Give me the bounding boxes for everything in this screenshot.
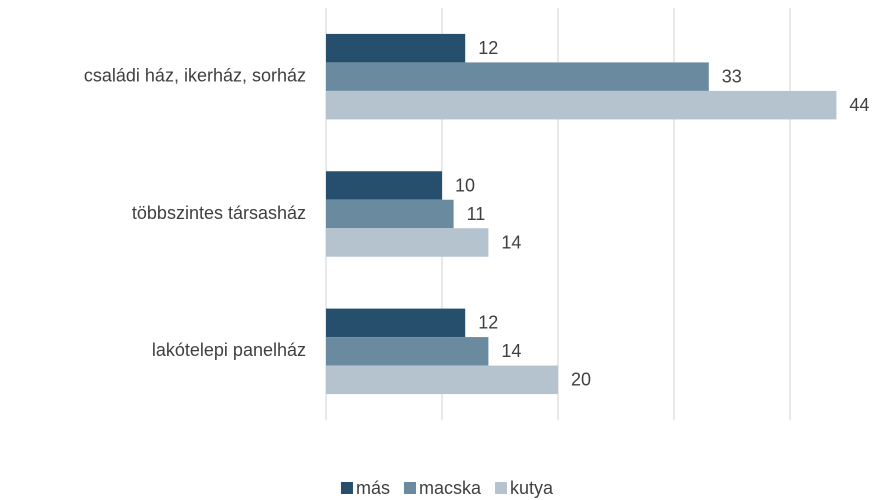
legend-label: kutya — [510, 478, 554, 498]
legend-item: macska — [403, 478, 482, 498]
y-tick-label: többszintes társasház — [132, 203, 306, 223]
data-label: 12 — [478, 313, 498, 333]
legend-label: más — [356, 478, 390, 498]
data-label: 33 — [722, 66, 742, 86]
bar — [326, 171, 442, 200]
legend-swatch — [403, 482, 416, 494]
legend-swatch — [495, 482, 507, 494]
bar — [326, 337, 489, 366]
y-tick-label: családi ház, ikerház, sorház — [84, 65, 306, 85]
bar — [326, 308, 466, 338]
bar — [326, 199, 454, 229]
bar — [326, 365, 558, 395]
legend-label: macska — [419, 478, 482, 498]
bar — [326, 33, 466, 63]
data-label: 14 — [501, 232, 521, 252]
data-label: 11 — [467, 204, 486, 224]
data-label: 20 — [571, 370, 591, 390]
data-label: 10 — [455, 175, 475, 195]
data-label: 44 — [849, 95, 869, 115]
data-label: 12 — [478, 38, 498, 58]
bar — [326, 62, 709, 91]
bar — [326, 90, 837, 120]
legend-item: kutya — [495, 478, 554, 498]
legend-swatch — [340, 482, 353, 494]
data-label: 14 — [501, 341, 521, 361]
bar — [326, 228, 489, 257]
y-tick-label: lakótelepi panelház — [152, 340, 306, 360]
legend-item: más — [340, 478, 390, 498]
